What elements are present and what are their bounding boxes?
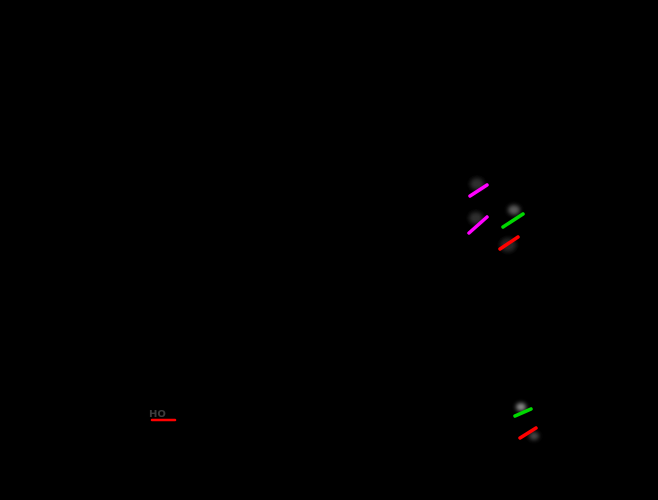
oxygen-bond-upper <box>498 235 520 251</box>
chlorine-bond-upper <box>501 212 525 229</box>
smudge-chlorine-lower <box>516 403 526 411</box>
smudge-chlorine-upper <box>508 205 520 215</box>
smudge-oxygen-lower <box>529 432 539 440</box>
iodine-bond-upper <box>468 183 489 198</box>
oxygen-bond-lower <box>518 426 538 440</box>
iodine-bond-lower <box>467 215 489 235</box>
chlorine-bond-lower <box>513 407 533 418</box>
smudge-iodine-lower <box>469 212 483 224</box>
hydroxyl-label: HO <box>149 409 166 420</box>
smudge-iodine-upper <box>470 178 484 190</box>
